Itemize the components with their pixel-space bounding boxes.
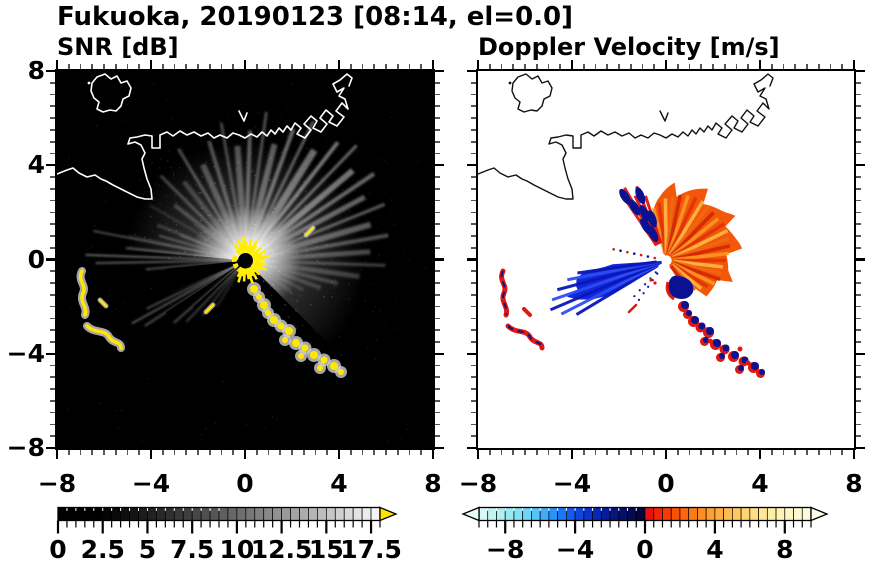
snr-y-tick-label: −4 — [6, 338, 45, 368]
colorbar-tick-label: −8 — [486, 535, 525, 564]
doppler-x-tick-label: 8 — [845, 469, 863, 498]
snr-shadow-wedges — [165, 260, 246, 317]
colorbar-tick-label: 15 — [308, 535, 344, 564]
colorbar-tick-label: −4 — [555, 535, 595, 564]
doppler-radar-image — [478, 71, 854, 448]
snr-x-tick-label: 8 — [424, 469, 442, 498]
colorbar-tick-label: 17.5 — [340, 535, 402, 564]
colorbar-tick-label: 4 — [706, 535, 724, 564]
snr-x-tick-label: 0 — [236, 469, 254, 498]
colorbar-tick-label: 0 — [49, 535, 67, 564]
snr-y-tick-label: 0 — [27, 244, 45, 274]
doppler-panel-title: Doppler Velocity [m/s] — [478, 33, 780, 61]
snr-radar-image — [57, 71, 433, 448]
colorbar-tick-label: 7.5 — [170, 535, 215, 564]
radar-center-right — [661, 255, 672, 266]
snr-plot-area — [57, 71, 433, 448]
coastline-left — [57, 73, 353, 200]
snr-y-tick-label: 4 — [27, 150, 45, 180]
doppler-x-tick-label: −4 — [552, 469, 592, 498]
doppler-plot-area — [478, 71, 854, 448]
doppler-x-tick-label: 4 — [751, 469, 769, 498]
coastline-right — [478, 73, 774, 200]
snr-y-tick-label: −8 — [6, 433, 45, 462]
colorbar-tick-label: 12.5 — [250, 535, 313, 564]
radar-center-left — [238, 253, 253, 268]
colorbar-tick-label: 8 — [776, 535, 794, 564]
snr-y-tick-label: 8 — [27, 56, 45, 85]
snr-x-tick-label: −4 — [131, 469, 171, 498]
snr-x-tick-label: −8 — [37, 469, 77, 498]
figure-title: Fukuoka, 20190123 [08:14, el=0.0] — [57, 2, 574, 32]
colorbar-tick-label: 5 — [138, 535, 157, 564]
snr-x-tick-label: 4 — [330, 469, 348, 498]
colorbar-tick-label: 0 — [636, 535, 654, 564]
colorbar-tick-label: 10 — [219, 535, 255, 564]
colorbar-tick-label: 2.5 — [80, 535, 125, 564]
snr-panel-title: SNR [dB] — [57, 33, 179, 61]
doppler-x-tick-label: −8 — [458, 469, 498, 498]
doppler-x-tick-label: 0 — [657, 469, 675, 498]
